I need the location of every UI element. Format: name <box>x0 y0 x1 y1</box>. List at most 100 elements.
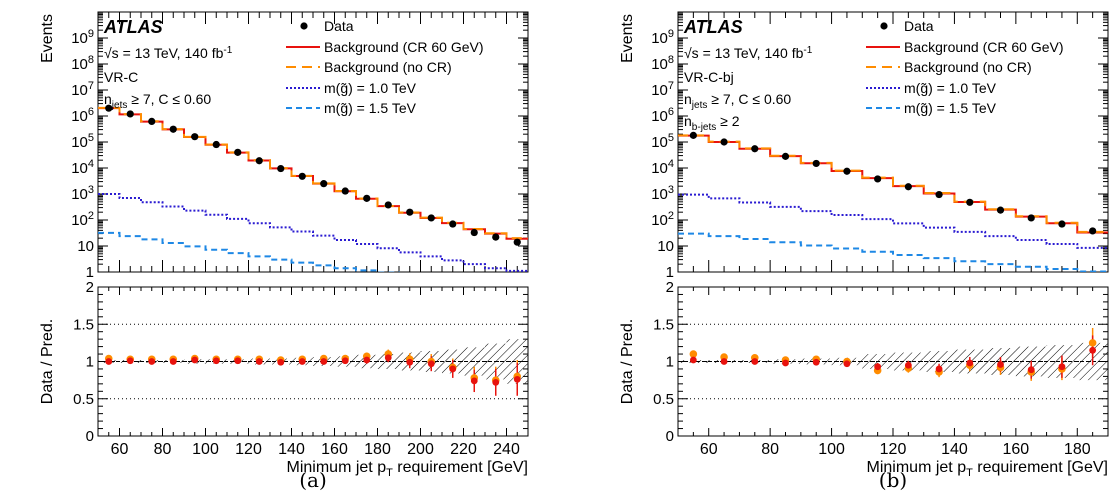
y-tick-label: 105 <box>651 132 674 151</box>
data-point <box>781 152 790 160</box>
data-point <box>126 110 134 118</box>
data-point <box>191 133 199 141</box>
ratio-tick-label: 0.5 <box>653 391 674 408</box>
ratio-point-cr <box>1058 363 1066 371</box>
data-point <box>874 175 882 183</box>
x-tick-label: 60 <box>111 441 129 458</box>
ratio-point-cr <box>843 360 851 368</box>
data-point <box>449 220 457 228</box>
legend-label-bkg_nocr: Background (no CR) <box>904 59 1032 75</box>
data-point <box>812 159 820 168</box>
x-tick-label: 80 <box>761 441 779 458</box>
main-plot-area <box>678 131 1108 272</box>
y-tick-label: 103 <box>71 184 94 203</box>
data-point <box>427 214 435 222</box>
y-tick-label: 106 <box>71 106 94 125</box>
y-tick-label: 108 <box>651 54 674 73</box>
y-tick-label: 10 <box>657 238 674 255</box>
y-tick-label: 109 <box>651 28 674 47</box>
y-tick-label: 104 <box>651 158 674 177</box>
ratio-plot-area <box>678 327 1108 381</box>
y-tick-label: 103 <box>651 184 674 203</box>
data-point <box>384 201 392 209</box>
y-tick-label: 1 <box>666 264 674 281</box>
ratio-point-nocr <box>1088 339 1097 347</box>
ratio-point-cr <box>320 358 328 365</box>
ratio-point-cr <box>689 356 697 364</box>
ratio-point-cr <box>148 358 156 365</box>
ratio-point-cr <box>904 361 912 369</box>
uncertainty-band <box>463 347 485 376</box>
y-tick-label: 102 <box>71 210 94 229</box>
x-tick-label: 80 <box>154 441 172 458</box>
x-tick-label: 140 <box>278 441 305 458</box>
x-tick-label: 100 <box>818 441 845 458</box>
data-point <box>234 148 242 156</box>
y-tick-label: 109 <box>71 28 94 47</box>
ratio-point-cr <box>1027 366 1035 374</box>
legend-label-sig2: m(g̃) = 1.5 TeV <box>324 100 417 116</box>
legend-label-sig1: m(g̃) = 1.0 TeV <box>324 80 417 96</box>
data-point <box>255 157 263 165</box>
data-point <box>904 183 912 191</box>
data-point <box>1058 220 1066 228</box>
panel-caption-a: (a) <box>299 468 327 492</box>
x-tick-label: 120 <box>235 441 262 458</box>
series-4-line <box>678 232 1108 272</box>
ratio-point-cr <box>751 358 759 365</box>
legend-label-bkg_nocr: Background (no CR) <box>324 59 452 75</box>
data-point <box>341 187 349 195</box>
ratio-point-cr <box>341 357 349 365</box>
ratio-point-cr <box>212 357 220 365</box>
ratio-point-cr <box>997 361 1004 368</box>
y-tick-label: 102 <box>651 210 674 229</box>
data-point <box>277 164 285 173</box>
y-tick-label: 105 <box>71 132 94 151</box>
data-point <box>966 198 974 206</box>
ratio-point-cr <box>105 358 113 365</box>
y-tick-label: 107 <box>651 80 674 99</box>
ratio-point-nocr <box>689 350 698 358</box>
region-label: VR-C-bj <box>684 69 734 85</box>
data-point <box>105 104 113 112</box>
series-3-line <box>98 193 528 272</box>
data-point <box>298 172 306 180</box>
data-point <box>470 228 478 237</box>
ratio-tick-label: 0 <box>86 428 94 445</box>
ratio-point-cr <box>406 358 414 366</box>
ratio-tick-label: 2 <box>666 279 674 296</box>
legend-label-sig1: m(g̃) = 1.0 TeV <box>904 80 997 96</box>
data-point <box>148 117 156 125</box>
ratio-point-cr <box>1089 346 1097 354</box>
y-tick-label: 108 <box>71 54 94 73</box>
energy-lumi-label: √s = 13 TeV, 140 fb-1 <box>104 45 233 61</box>
ratio-point-cr <box>812 358 820 366</box>
ratio-tick-label: 1 <box>666 354 674 371</box>
x-tick-label: 160 <box>1003 441 1030 458</box>
x-tick-label: 180 <box>1064 441 1091 458</box>
x-tick-label: 160 <box>321 441 348 458</box>
x-tick-label: 140 <box>941 441 968 458</box>
legend-label-data: Data <box>324 18 354 34</box>
ratio-tick-label: 0.5 <box>73 391 94 408</box>
ratio-point-cr <box>966 359 974 367</box>
x-tick-label: 180 <box>364 441 391 458</box>
x-tick-label: 60 <box>700 441 718 458</box>
ratio-point-cr <box>384 354 392 362</box>
ratio-point-cr <box>277 358 285 366</box>
data-point <box>212 140 220 149</box>
data-point <box>935 190 943 199</box>
ratio-point-cr <box>255 358 263 365</box>
energy-lumi-label: √s = 13 TeV, 140 fb-1 <box>684 45 813 61</box>
selection-label: njets ≥ 7, C ≤ 0.60 <box>684 91 791 111</box>
legend-marker-data <box>300 22 308 30</box>
legend-label-bkg_cr: Background (CR 60 GeV) <box>324 39 484 55</box>
x-tick-label: 100 <box>192 441 219 458</box>
legend-label-data: Data <box>904 18 934 34</box>
ratio-point-cr <box>449 365 457 373</box>
panel-caption-b: (b) <box>879 468 907 492</box>
legend-marker-data <box>880 22 888 30</box>
